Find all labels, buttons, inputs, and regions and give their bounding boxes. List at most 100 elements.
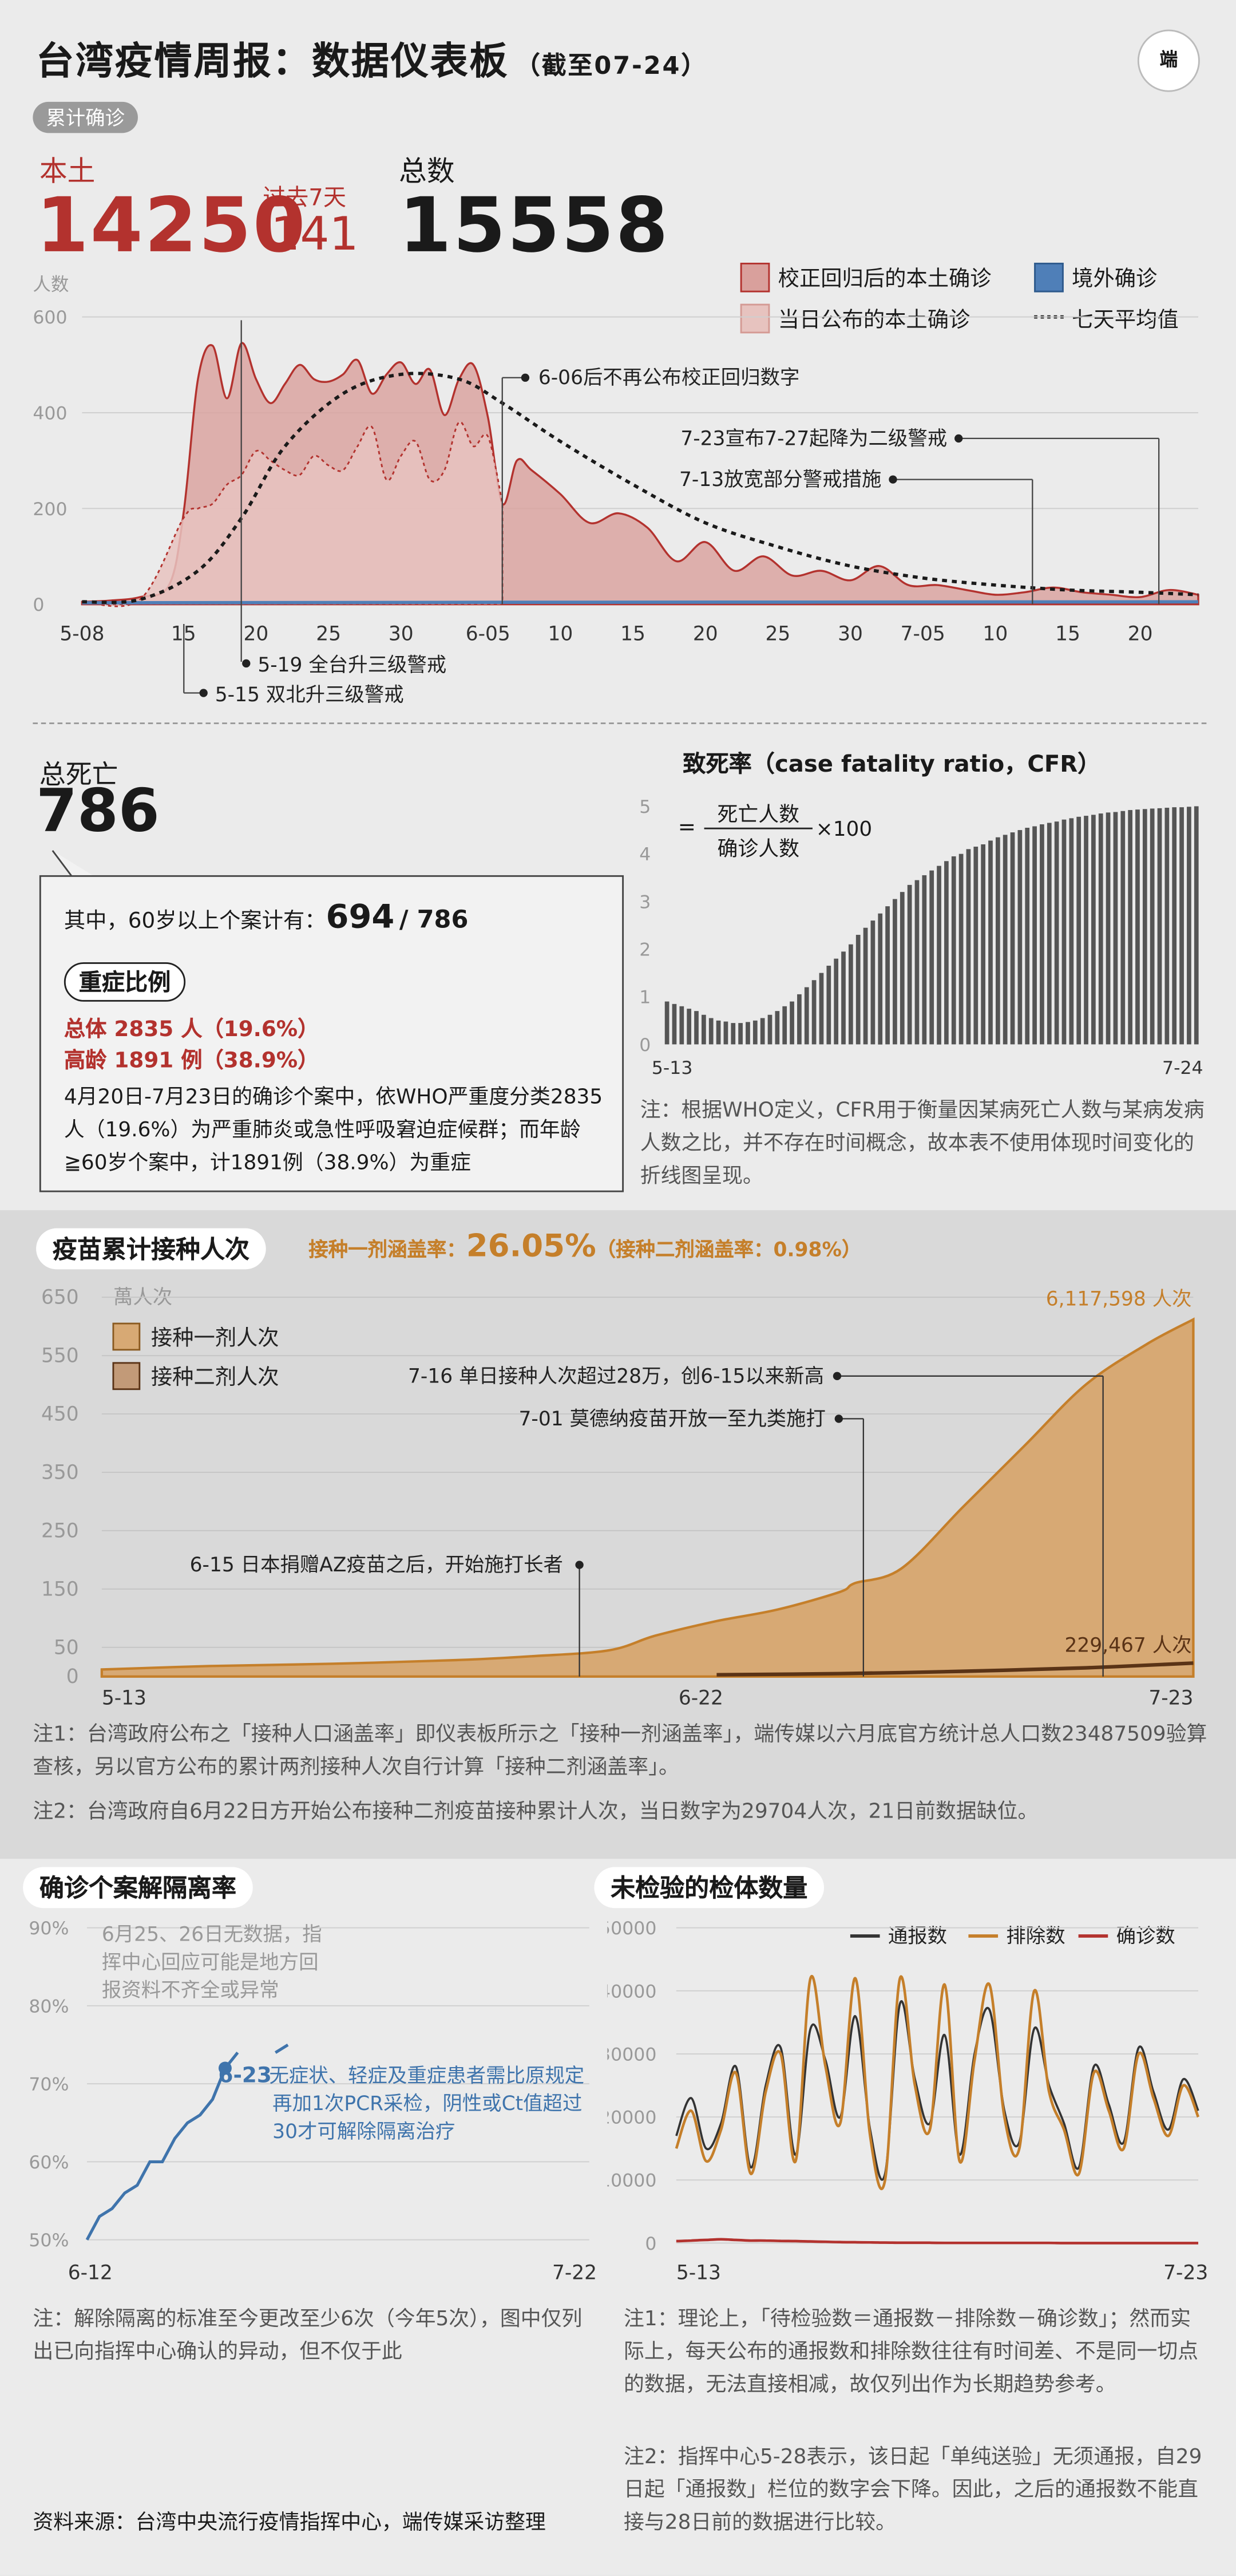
cfr-bar bbox=[826, 965, 831, 1045]
cfr-bar bbox=[863, 927, 868, 1045]
dose1-cov-value: 26.05% bbox=[466, 1228, 596, 1265]
cfr-bar bbox=[1113, 812, 1118, 1045]
ann-606-text: 6-06后不再公布校正回归数字 bbox=[538, 366, 800, 389]
cfr-bar bbox=[914, 880, 920, 1045]
ann-701-dot bbox=[834, 1415, 843, 1423]
title-text: 台湾疫情周报：数据仪表板 bbox=[36, 41, 509, 84]
legend-dose2: 接种二剂人次 bbox=[151, 1364, 279, 1389]
series-spec-reported bbox=[675, 2000, 1199, 2181]
legend-swatch-dose1 bbox=[112, 1322, 141, 1351]
isolation-y-tick: 60% bbox=[29, 2152, 69, 2173]
cfr-bar bbox=[1025, 828, 1030, 1045]
isolation-point-note: 无症状、轻症及重症患者需比原规定再加1次PCR采检，阴性或Ct值超过30才可解除… bbox=[269, 2063, 594, 2146]
cfr-multiplier: ×100 bbox=[815, 816, 873, 841]
isolation-y-tick: 90% bbox=[29, 1918, 69, 1939]
cfr-bar bbox=[922, 875, 927, 1045]
isolation-y-tick: 50% bbox=[29, 2230, 69, 2251]
x-tick-label: 25 bbox=[765, 623, 790, 646]
cfr-bar bbox=[1017, 830, 1023, 1045]
cfr-bar bbox=[679, 1006, 684, 1045]
cfr-bar bbox=[1069, 818, 1074, 1045]
cfr-chart: 5 4 3 2 1 0 5-13 7-24 bbox=[639, 797, 1203, 1078]
deaths-callout-box: 其中，60岁以上个案计有：694/ 786 重症比例 总体 2835 人（19.… bbox=[39, 875, 624, 1192]
vaccine-y-tick: 650 bbox=[41, 1286, 79, 1309]
cfr-bar bbox=[1194, 806, 1199, 1045]
ann-723-text: 7-23宣布7-27起降为二级警戒 bbox=[680, 427, 947, 450]
x-tick-label: 6-05 bbox=[466, 623, 510, 646]
cfr-y-ticks: 5 4 3 2 1 0 bbox=[639, 797, 651, 1056]
cfr-bar bbox=[708, 1018, 714, 1045]
cfr-bar bbox=[738, 1023, 743, 1045]
cfr-bar bbox=[988, 840, 993, 1045]
x-tick-label: 15 bbox=[620, 623, 645, 646]
cfr-bar bbox=[878, 913, 883, 1045]
cfr-x-end: 7-24 bbox=[1162, 1058, 1203, 1078]
ann-701-text: 7-01 莫德纳疫苗开放一至九类施打 bbox=[519, 1408, 826, 1431]
vaccine-x-end: 7-23 bbox=[1148, 1687, 1193, 1710]
vaccine-y-tick: 350 bbox=[41, 1461, 79, 1484]
cfr-bar bbox=[1084, 816, 1088, 1045]
cfr-bar bbox=[1091, 815, 1096, 1045]
legend-spec-reported: 通报数 bbox=[888, 1925, 947, 1947]
cfr-bar bbox=[973, 847, 978, 1045]
cfr-y-tick: 1 bbox=[639, 987, 651, 1008]
page-title: 台湾疫情周报：数据仪表板 （截至07-24） bbox=[36, 30, 707, 86]
vaccine-x-start: 5-13 bbox=[102, 1687, 146, 1710]
ann-515-text: 5-15 双北升三级警戒 bbox=[215, 683, 404, 706]
local-label: 本土 bbox=[39, 156, 96, 189]
cfr-bar bbox=[672, 1003, 677, 1045]
vaccine-y-tick: 550 bbox=[41, 1345, 79, 1368]
vaccine-y-tick: 250 bbox=[41, 1519, 79, 1542]
cfr-bar bbox=[849, 944, 853, 1045]
legend-spec-excluded: 排除数 bbox=[1006, 1925, 1065, 1947]
ann-615-dot bbox=[575, 1560, 584, 1569]
cfr-y-tick: 0 bbox=[639, 1035, 651, 1056]
cfr-y-tick: 2 bbox=[639, 939, 651, 960]
cfr-bar bbox=[716, 1020, 721, 1045]
cfr-bar bbox=[885, 906, 890, 1045]
ann-606-dot bbox=[521, 373, 530, 382]
cfr-note: 注：根据WHO定义，CFR用于衡量因某病死亡人数与某病发病人数之比，并不存在时间… bbox=[640, 1097, 1205, 1187]
cfr-bar bbox=[797, 994, 802, 1045]
isolation-y-tick: 70% bbox=[29, 2075, 69, 2095]
cases-x-ticks: 5-08 15 20 25 30 6-05 10 15 20 25 30 7-05 10 15 20 bbox=[60, 623, 1152, 646]
cfr-bar bbox=[1040, 824, 1044, 1045]
cfr-bar bbox=[1061, 819, 1067, 1045]
ann-723-dot bbox=[954, 434, 963, 443]
cfr-bar bbox=[694, 1011, 699, 1045]
y-tick-label: 400 bbox=[33, 403, 67, 424]
cfr-bar bbox=[944, 861, 949, 1045]
y-tick-label: 0 bbox=[33, 595, 44, 615]
legend-swatch-dose2 bbox=[112, 1362, 141, 1390]
severe-elderly: 高龄 1891 例（38.9%） bbox=[64, 1049, 319, 1074]
severe-badge-label: 重症比例 bbox=[64, 962, 186, 1002]
specimens-chart: 通报数 排除数 确诊数 50000 40000 30000 20000 10000 0 5… bbox=[607, 1918, 1208, 2284]
specimens-y-tick: 0 bbox=[645, 2234, 656, 2254]
series-reported bbox=[81, 421, 504, 607]
vaccine-x-mid: 6-22 bbox=[679, 1687, 723, 1710]
cfr-bar bbox=[937, 866, 941, 1045]
cfr-bars bbox=[664, 806, 1199, 1045]
vaccine-note-1: 注1：台湾政府公布之「接种人口涵盖率」即仪表板所示之「接种一剂涵盖率」，端传媒以… bbox=[33, 1721, 1207, 1779]
specimens-note-2: 注2：指挥中心5-28表示，该日起「单纯送验」无须通报，自29日起「通报数」栏位… bbox=[624, 2443, 1202, 2534]
legend-swatch-corrected bbox=[740, 262, 770, 293]
specimens-note-1: 注1：理论上，「待检验数＝通报数－排除数－确诊数」；然而实际上，每天公布的通报数… bbox=[624, 2305, 1199, 2396]
isolation-note: 注：解除隔离的标准至今更改至少6次（今年5次），图中仅列出已向指挥中心确认的异动… bbox=[33, 2305, 583, 2363]
legend-spec-confirmed: 确诊数 bbox=[1116, 1925, 1175, 1947]
isolation-chart: 90% 80% 70% 60% 50% 6-23 6-12 7-22 bbox=[29, 1918, 597, 2285]
legend-imported: 境外确诊 bbox=[1072, 267, 1158, 293]
ann-716-text: 7-16 单日接种人次超过28万，创6-15以来新高 bbox=[408, 1365, 824, 1388]
section-divider bbox=[33, 722, 1207, 725]
over60-value: 694 bbox=[326, 896, 395, 937]
isolation-x-start: 6-12 bbox=[68, 2262, 113, 2285]
source-note: 资料来源：台湾中央流行疫情指挥中心，端传媒采访整理 bbox=[33, 2509, 546, 2534]
cfr-bar bbox=[811, 980, 817, 1045]
dose2-cov: （接种二剂涵盖率：0.98%） bbox=[596, 1238, 862, 1262]
bottom-section bbox=[0, 1859, 1236, 2575]
cfr-bar bbox=[752, 1020, 758, 1045]
legend-swatch-reported bbox=[740, 303, 770, 334]
cfr-bar bbox=[1164, 808, 1170, 1045]
cfr-x-start: 5-13 bbox=[652, 1058, 693, 1078]
isolation-point-623 bbox=[218, 2061, 232, 2075]
